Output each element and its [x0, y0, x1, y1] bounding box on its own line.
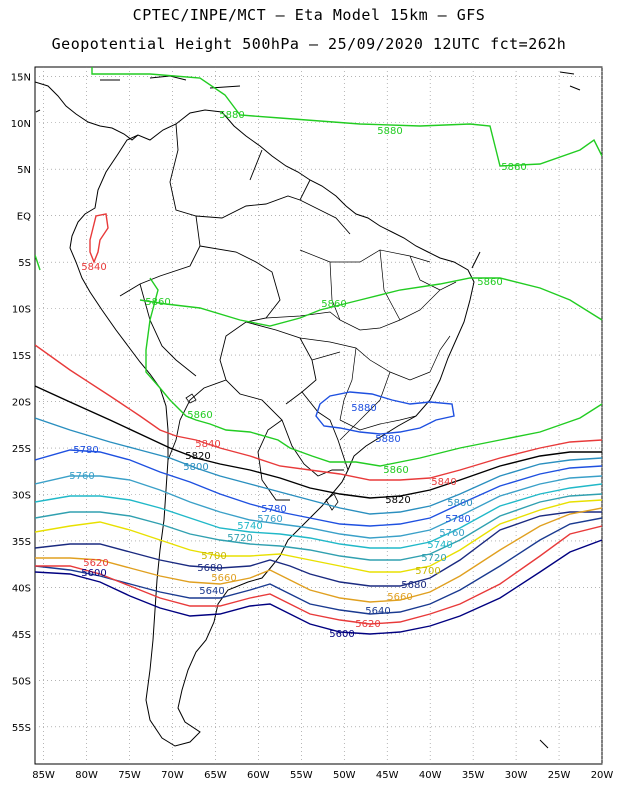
lat-tick-label: 40S	[12, 583, 31, 594]
lat-tick-label: 5S	[18, 258, 31, 269]
contour-label: 5720	[227, 533, 252, 544]
contour-label: 5840	[81, 262, 106, 273]
contour-5880-north	[91, 67, 602, 167]
contour-label: 5880	[377, 126, 402, 137]
contour-label: 5800	[447, 498, 472, 509]
lon-tick-label: 75W	[118, 770, 141, 781]
contour-label: 5700	[415, 566, 440, 577]
contour-label: 5640	[199, 586, 224, 597]
lat-lon-grid	[35, 67, 603, 764]
map-title-line2: Geopotential Height 500hPa – 25/09/2020 …	[51, 35, 567, 53]
contour-5880-high	[315, 391, 455, 435]
contour-label: 5880	[351, 403, 376, 414]
contour-5600	[35, 539, 602, 635]
contour-label: 5660	[211, 573, 236, 584]
contour-label: 5740	[427, 540, 452, 551]
contour-label: 5860	[321, 299, 346, 310]
lake-titicaca	[185, 393, 197, 404]
state-borders	[265, 249, 457, 441]
contour-label: 5620	[83, 558, 108, 569]
contour-label: 5780	[445, 514, 470, 525]
contour-label: 5720	[421, 553, 446, 564]
contour-label: 5860	[383, 465, 408, 476]
contour-label: 5880	[375, 434, 400, 445]
lat-tick-label: EQ	[17, 212, 31, 223]
contour-label: 5780	[73, 445, 98, 456]
map-title-line1: CPTEC/INPE/MCT – Eta Model 15km – GFS	[132, 6, 486, 24]
contour-label: 5820	[385, 495, 410, 506]
lon-tick-label: 85W	[32, 770, 55, 781]
contour-label: 5740	[237, 521, 262, 532]
contour-label: 5860	[145, 297, 170, 308]
contour-label: 5820	[185, 451, 210, 462]
contour-label: 5600	[81, 568, 106, 579]
contour-label: 5780	[261, 504, 286, 515]
coastline-south-america	[69, 109, 475, 747]
lon-tick-label: 60W	[247, 770, 270, 781]
lon-tick-label: 65W	[204, 770, 227, 781]
lat-tick-label: 45S	[12, 630, 31, 641]
contour-5840-andes	[89, 213, 109, 264]
contour-label: 5660	[387, 592, 412, 603]
contour-label: 5800	[183, 462, 208, 473]
contour-5620	[35, 525, 602, 625]
contour-5680	[35, 511, 602, 587]
contour-5720	[35, 493, 602, 561]
contour-5660	[35, 507, 602, 603]
contour-label: 5700	[201, 551, 226, 562]
lon-tick-label: 70W	[161, 770, 184, 781]
lagoa-dos-patos	[325, 493, 339, 511]
contour-label: 5840	[195, 439, 220, 450]
contour-label: 5880	[219, 110, 244, 121]
contour-5740	[35, 483, 602, 549]
contour-5800	[35, 417, 602, 515]
lon-tick-label: 20W	[591, 770, 614, 781]
lat-tick-label: 55S	[12, 723, 31, 734]
contour-label: 5680	[197, 563, 222, 574]
lat-tick-label: 35S	[12, 537, 31, 548]
lon-tick-label: 35W	[462, 770, 485, 781]
lat-tick-label: 30S	[12, 490, 31, 501]
contour-5780	[35, 449, 602, 527]
lon-tick-label: 25W	[548, 770, 571, 781]
contour-5860-belt	[139, 277, 602, 327]
geopotential-contours	[35, 67, 602, 635]
contour-label: 5760	[257, 514, 282, 525]
contour-label: 5760	[439, 528, 464, 539]
lat-tick-label: 5N	[17, 165, 31, 176]
lon-tick-label: 80W	[75, 770, 98, 781]
lon-tick-label: 55W	[290, 770, 313, 781]
contour-5640	[35, 517, 602, 615]
contour-label: 5860	[477, 277, 502, 288]
contour-5860-tropics	[35, 254, 602, 467]
lon-tick-label: 30W	[505, 770, 528, 781]
lat-tick-label: 25S	[12, 444, 31, 455]
contour-label: 5600	[329, 629, 354, 640]
lon-tick-label: 50W	[333, 770, 356, 781]
lat-tick-label: 10N	[11, 119, 31, 130]
latitude-ticks: 15N 10N 5N EQ 5S 10S 15S 20S 25S 30S 35S 40S 45S 50S 5…	[11, 72, 31, 734]
contour-label: 5860	[501, 162, 526, 173]
contour-label: 5840	[431, 477, 456, 488]
contour-5840	[35, 344, 602, 481]
contour-label: 5860	[187, 410, 212, 421]
lon-tick-label: 45W	[376, 770, 399, 781]
contour-label: 5680	[401, 580, 426, 591]
contour-label: 5760	[69, 471, 94, 482]
contour-5760	[35, 475, 602, 539]
contour-5820	[35, 385, 602, 499]
contour-labels: 5880 5880 5860 5860 5860 5860 5860 5860 …	[69, 110, 526, 640]
contour-5700	[35, 499, 602, 573]
coastline-central-america	[35, 81, 139, 141]
lat-tick-label: 20S	[12, 398, 31, 409]
lat-tick-label: 15S	[12, 351, 31, 362]
lon-tick-label: 40W	[419, 770, 442, 781]
longitude-ticks: 85W 80W 75W 70W 65W 60W 55W 50W 45W 40W 35W 30W 25W 2…	[32, 770, 613, 781]
lat-tick-label: 50S	[12, 676, 31, 687]
contour-label: 5640	[365, 606, 390, 617]
contour-label: 5620	[355, 619, 380, 630]
lat-tick-label: 15N	[11, 72, 31, 83]
lat-tick-label: 10S	[12, 305, 31, 316]
